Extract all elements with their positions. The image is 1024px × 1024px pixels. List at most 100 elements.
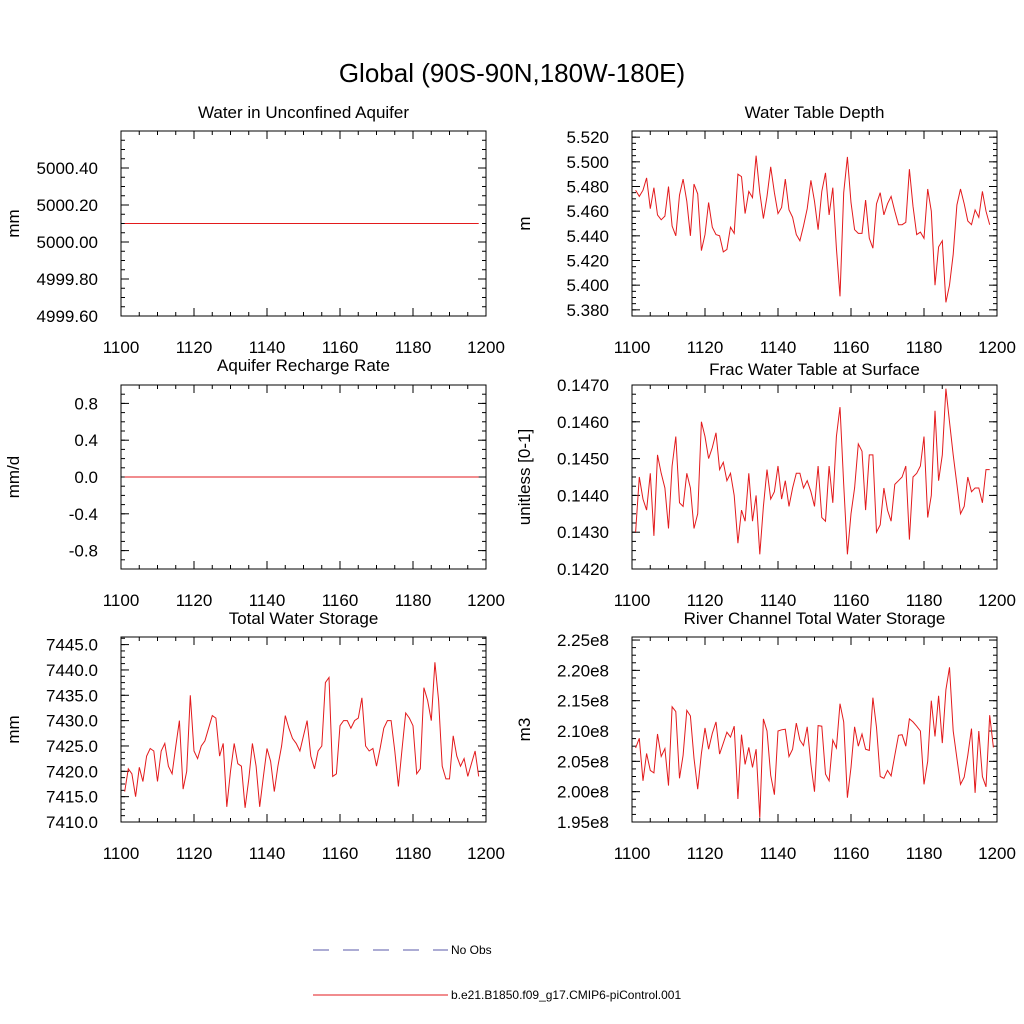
- aquifer-recharge-rate-y-tick-label: -0.4: [69, 505, 98, 524]
- aquifer-recharge-rate-x-tick-label: 1200: [467, 591, 505, 610]
- river-channel-total-water-storage-x-tick-label: 1100: [614, 844, 651, 863]
- water-in-unconfined-aquifer-x-tick-label: 1100: [103, 338, 140, 357]
- aquifer-recharge-rate-y-tick-label: 0.4: [74, 431, 98, 450]
- water-in-unconfined-aquifer-x-tick-label: 1180: [395, 338, 432, 357]
- frac-water-table-at-surface-y-tick-label: 0.1420: [557, 560, 609, 579]
- total-water-storage-y-tick-label: 7435.0: [46, 686, 98, 705]
- panel-aquifer-recharge-rate: Aquifer Recharge Rate mm/d 1100 1120 1140 116…: [4, 356, 505, 610]
- frac-water-table-at-surface-title: Frac Water Table at Surface: [709, 360, 920, 379]
- panel-river-channel-total-water-storage: River Channel Total Water Storage m3 1100 1…: [515, 609, 1016, 863]
- frac-water-table-at-surface-x-tick-label: 1140: [760, 591, 797, 610]
- frac-water-table-at-surface-x-tick-label: 1100: [614, 591, 651, 610]
- water-table-depth-y-tick-label: 5.420: [566, 252, 609, 271]
- river-channel-total-water-storage-x-tick-label: 1160: [833, 844, 870, 863]
- water-table-depth-y-tick-label: 5.400: [566, 276, 609, 295]
- river-channel-total-water-storage-y-axis-label: m3: [515, 718, 534, 742]
- total-water-storage-y-tick-label: 7440.0: [46, 661, 98, 680]
- river-channel-total-water-storage-y-tick-label: 2.20e8: [557, 661, 609, 680]
- aquifer-recharge-rate-title: Aquifer Recharge Rate: [217, 356, 390, 375]
- frac-water-table-at-surface-y-tick-label: 0.1460: [557, 413, 609, 432]
- river-channel-total-water-storage-title: River Channel Total Water Storage: [684, 609, 946, 628]
- water-table-depth-y-tick-label: 5.480: [566, 178, 609, 197]
- total-water-storage-y-tick-label: 7425.0: [46, 737, 98, 756]
- total-water-storage-y-tick-label: 7445.0: [46, 636, 98, 655]
- total-water-storage-y-tick-label: 7430.0: [46, 712, 98, 731]
- total-water-storage-y-tick-label: 7415.0: [46, 788, 98, 807]
- river-channel-total-water-storage-x-tick-label: 1180: [906, 844, 943, 863]
- water-table-depth-y-tick-label: 5.440: [566, 227, 609, 246]
- frac-water-table-at-surface-x-tick-label: 1160: [833, 591, 870, 610]
- aquifer-recharge-rate-x-tick-label: 1140: [249, 591, 286, 610]
- total-water-storage-x-tick-label: 1200: [467, 844, 505, 863]
- river-channel-total-water-storage-y-tick-label: 2.15e8: [557, 692, 609, 711]
- aquifer-recharge-rate-y-tick-label: 0.8: [74, 394, 98, 413]
- water-table-depth-x-tick-label: 1100: [614, 338, 651, 357]
- river-channel-total-water-storage-series-line: [635, 667, 994, 818]
- panels: Water in Unconfined Aquifer mm 1100 1120 114…: [4, 103, 1016, 863]
- legend-label-no-obs: No Obs: [451, 943, 492, 957]
- river-channel-total-water-storage-x-tick-label: 1120: [687, 844, 724, 863]
- frac-water-table-at-surface-y-tick-label: 0.1470: [557, 376, 609, 395]
- frac-water-table-at-surface-y-tick-label: 0.1450: [557, 450, 609, 469]
- water-in-unconfined-aquifer-y-tick-label: 5000.00: [37, 233, 98, 252]
- river-channel-total-water-storage-x-tick-label: 1140: [760, 844, 797, 863]
- water-table-depth-y-tick-label: 5.520: [566, 128, 609, 147]
- water-in-unconfined-aquifer-y-tick-label: 4999.80: [37, 270, 98, 289]
- water-table-depth-y-tick-label: 5.500: [566, 153, 609, 172]
- river-channel-total-water-storage-y-tick-label: 2.25e8: [557, 631, 609, 650]
- panel-frac-water-table-at-surface: Frac Water Table at Surface unitless [0-1…: [515, 360, 1016, 610]
- aquifer-recharge-rate-x-tick-label: 1100: [103, 591, 140, 610]
- water-in-unconfined-aquifer-y-tick-label: 4999.60: [37, 307, 98, 326]
- panel-water-in-unconfined-aquifer: Water in Unconfined Aquifer mm 1100 1120 114…: [4, 103, 505, 357]
- water-table-depth-x-tick-label: 1160: [833, 338, 870, 357]
- frac-water-table-at-surface-x-tick-label: 1120: [687, 591, 724, 610]
- figure-title: Global (90S-90N,180W-180E): [339, 58, 685, 88]
- total-water-storage-y-tick-label: 7420.0: [46, 762, 98, 781]
- river-channel-total-water-storage-y-tick-label: 2.10e8: [557, 722, 609, 741]
- legend: No Obs b.e21.B1850.f09_g17.CMIP6-piContr…: [313, 943, 681, 1002]
- aquifer-recharge-rate-y-axis-label: mm/d: [4, 456, 23, 499]
- panel-water-table-depth: Water Table Depth m 1100 1120 1140 1160 1180 12…: [515, 103, 1016, 357]
- frac-water-table-at-surface-y-tick-label: 0.1440: [557, 486, 609, 505]
- water-in-unconfined-aquifer-y-tick-label: 5000.40: [37, 159, 98, 178]
- total-water-storage-title: Total Water Storage: [229, 609, 379, 628]
- water-table-depth-x-tick-label: 1140: [760, 338, 797, 357]
- water-in-unconfined-aquifer-y-axis-label: mm: [4, 209, 23, 237]
- total-water-storage-x-tick-label: 1180: [395, 844, 432, 863]
- river-channel-total-water-storage-y-tick-label: 2.05e8: [557, 752, 609, 771]
- total-water-storage-y-axis-label: mm: [4, 715, 23, 743]
- frac-water-table-at-surface-series-line: [635, 388, 990, 555]
- frac-water-table-at-surface-y-tick-label: 0.1430: [557, 523, 609, 542]
- panel-total-water-storage: Total Water Storage mm 1100 1120 1140 1160 118…: [4, 609, 505, 863]
- water-table-depth-y-axis-label: m: [515, 216, 534, 230]
- legend-label-picontrol: b.e21.B1850.f09_g17.CMIP6-piControl.001: [451, 988, 681, 1002]
- river-channel-total-water-storage-x-tick-label: 1200: [978, 844, 1016, 863]
- aquifer-recharge-rate-x-tick-label: 1120: [176, 591, 213, 610]
- total-water-storage-x-tick-label: 1140: [249, 844, 286, 863]
- river-channel-total-water-storage-y-tick-label: 1.95e8: [557, 813, 609, 832]
- water-table-depth-y-tick-label: 5.380: [566, 301, 609, 320]
- aquifer-recharge-rate-x-tick-label: 1180: [395, 591, 432, 610]
- water-in-unconfined-aquifer-x-tick-label: 1120: [176, 338, 213, 357]
- frac-water-table-at-surface-x-tick-label: 1180: [906, 591, 943, 610]
- total-water-storage-x-tick-label: 1100: [103, 844, 140, 863]
- aquifer-recharge-rate-y-tick-label: 0.0: [74, 468, 98, 487]
- total-water-storage-x-tick-label: 1120: [176, 844, 213, 863]
- water-table-depth-series-line: [635, 155, 991, 303]
- water-table-depth-title: Water Table Depth: [745, 103, 885, 122]
- frac-water-table-at-surface-y-axis-label: unitless [0-1]: [515, 429, 534, 525]
- water-in-unconfined-aquifer-x-tick-label: 1140: [249, 338, 286, 357]
- total-water-storage-series-line: [124, 662, 480, 808]
- water-in-unconfined-aquifer-x-tick-label: 1200: [467, 338, 505, 357]
- water-table-depth-y-tick-label: 5.460: [566, 202, 609, 221]
- water-in-unconfined-aquifer-x-tick-label: 1160: [322, 338, 359, 357]
- total-water-storage-y-tick-label: 7410.0: [46, 813, 98, 832]
- water-table-depth-x-tick-label: 1180: [906, 338, 943, 357]
- total-water-storage-x-tick-label: 1160: [322, 844, 359, 863]
- aquifer-recharge-rate-y-tick-label: -0.8: [69, 542, 98, 561]
- river-channel-total-water-storage-y-tick-label: 2.00e8: [557, 783, 609, 802]
- water-in-unconfined-aquifer-title: Water in Unconfined Aquifer: [198, 103, 409, 122]
- aquifer-recharge-rate-x-tick-label: 1160: [322, 591, 359, 610]
